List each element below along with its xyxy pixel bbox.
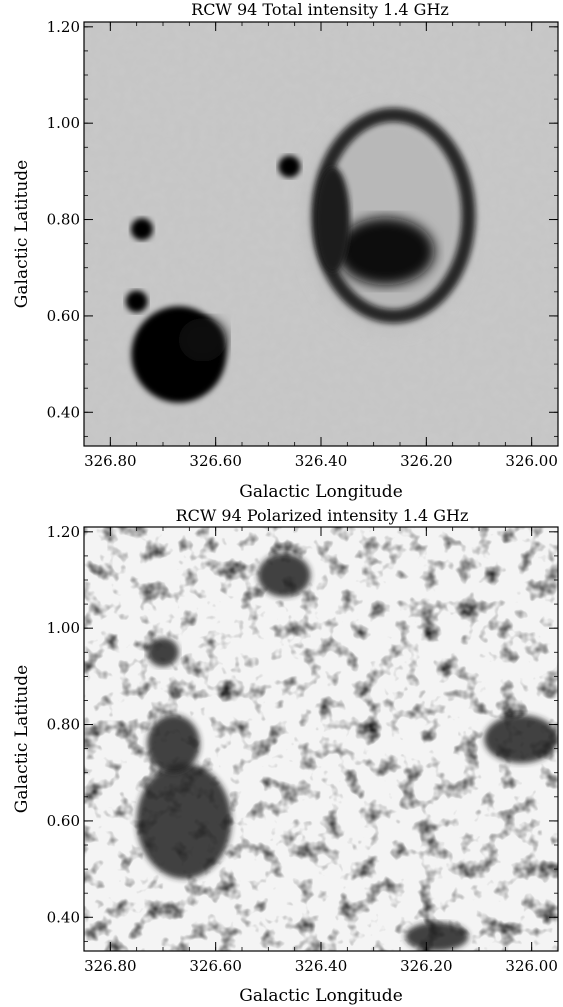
polarized-xtick-label: 326.40 [295, 957, 348, 975]
total-intensity-panel: RCW 94 Total intensity 1.4 GHz 326.80 326… [12, 0, 559, 502]
shell-west-arc [315, 166, 350, 273]
polarized-ylabel: Galactic Latitude [12, 665, 32, 813]
total-ytick-label: 0.40 [47, 403, 80, 421]
polarized-ytick-label: 1.20 [47, 523, 80, 541]
polarized-map-features [136, 553, 558, 951]
compact-source [278, 155, 301, 178]
total-title: RCW 94 Total intensity 1.4 GHz [191, 0, 449, 19]
polarized-ytick-label: 0.40 [47, 908, 80, 926]
polarized-xtick-label: 326.20 [400, 957, 453, 975]
total-ytick-label: 1.00 [47, 114, 80, 132]
total-ytick-label: 1.20 [47, 18, 80, 36]
polarized-title: RCW 94 Polarized intensity 1.4 GHz [176, 506, 469, 525]
polarized-patch [484, 714, 558, 764]
polarized-patch [257, 553, 311, 597]
polarized-patch [136, 763, 232, 879]
polarized-xlabel: Galactic Longitude [239, 986, 403, 1006]
polarized-ytick-label: 1.00 [47, 619, 80, 637]
polarized-xtick-label: 326.00 [505, 957, 558, 975]
total-map-features [125, 107, 476, 403]
total-xlabel: Galactic Longitude [239, 482, 403, 502]
polarized-xtick-label: 326.80 [84, 957, 137, 975]
total-xtick-label: 326.40 [295, 452, 348, 470]
polarized-ytick-label: 0.60 [47, 812, 80, 830]
polarized-patch [405, 922, 469, 951]
total-ytick-label: 0.60 [47, 307, 80, 325]
polarized-patch [147, 637, 179, 667]
polarized-intensity-panel: RCW 94 Polarized intensity 1.4 GHz 326.8… [12, 506, 559, 1006]
total-ytick-label: 0.80 [47, 211, 80, 229]
total-axes: 326.80 326.60 326.40 326.20 326.00 0.40 0.60 0.… [47, 18, 558, 470]
polarized-xtick-label: 326.60 [189, 957, 242, 975]
compact-source [125, 290, 148, 313]
shell-bright-core [336, 217, 435, 286]
total-ylabel: Galactic Latitude [12, 160, 32, 308]
bright-region-lobe [178, 318, 227, 362]
total-xtick-label: 326.80 [84, 452, 137, 470]
polarized-patch [147, 714, 200, 773]
polarized-axes: 326.80 326.60 326.40 326.20 326.00 0.40 0.60 0.… [47, 523, 558, 975]
total-xtick-label: 326.20 [400, 452, 453, 470]
total-xtick-label: 326.60 [189, 452, 242, 470]
polarized-ytick-label: 0.80 [47, 716, 80, 734]
compact-source [130, 218, 153, 241]
total-xtick-label: 326.00 [505, 452, 558, 470]
